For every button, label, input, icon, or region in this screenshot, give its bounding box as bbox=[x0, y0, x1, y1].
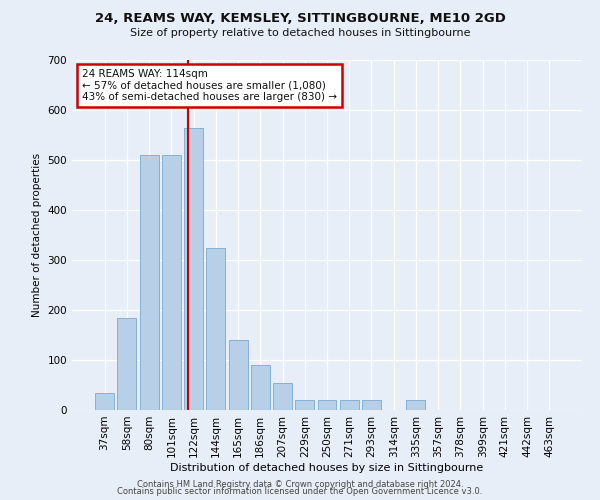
Text: Contains HM Land Registry data © Crown copyright and database right 2024.: Contains HM Land Registry data © Crown c… bbox=[137, 480, 463, 489]
Bar bbox=[118, 318, 136, 410]
Bar bbox=[95, 392, 114, 410]
Y-axis label: Number of detached properties: Number of detached properties bbox=[32, 153, 42, 317]
Bar bbox=[317, 400, 337, 410]
Text: 24 REAMS WAY: 114sqm
← 57% of detached houses are smaller (1,080)
43% of semi-de: 24 REAMS WAY: 114sqm ← 57% of detached h… bbox=[82, 69, 337, 102]
Bar bbox=[162, 155, 181, 410]
Text: Size of property relative to detached houses in Sittingbourne: Size of property relative to detached ho… bbox=[130, 28, 470, 38]
Bar bbox=[340, 400, 359, 410]
Text: Contains public sector information licensed under the Open Government Licence v3: Contains public sector information licen… bbox=[118, 488, 482, 496]
Bar bbox=[140, 155, 158, 410]
X-axis label: Distribution of detached houses by size in Sittingbourne: Distribution of detached houses by size … bbox=[170, 462, 484, 472]
Bar bbox=[273, 382, 292, 410]
Text: 24, REAMS WAY, KEMSLEY, SITTINGBOURNE, ME10 2GD: 24, REAMS WAY, KEMSLEY, SITTINGBOURNE, M… bbox=[95, 12, 505, 26]
Bar bbox=[251, 365, 270, 410]
Bar bbox=[406, 400, 425, 410]
Bar bbox=[184, 128, 203, 410]
Bar bbox=[229, 340, 248, 410]
Bar bbox=[362, 400, 381, 410]
Bar bbox=[206, 248, 225, 410]
Bar bbox=[295, 400, 314, 410]
